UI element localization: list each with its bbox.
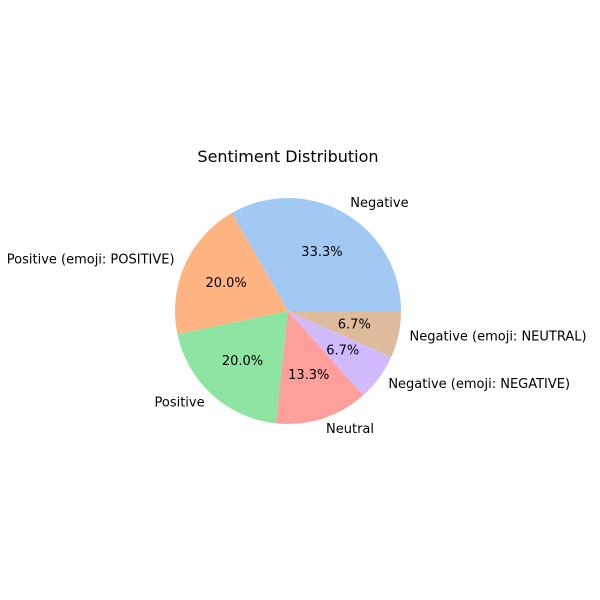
pie-slice-negative-emoji-neutral xyxy=(288,311,401,358)
slice-percent-negative: 33.3% xyxy=(301,245,342,260)
pie-slice-neutral xyxy=(275,311,364,424)
slice-percent-positive: 20.0% xyxy=(222,354,263,369)
pie-labels: Negative 33.3% Positive (emoji: POSITIVE) 2… xyxy=(7,196,587,437)
pie-slice-positive-emoji-positive xyxy=(175,213,288,335)
slice-label-negative-emoji-negative: Negative (emoji: NEGATIVE) xyxy=(388,377,570,392)
pie-slices xyxy=(175,198,401,424)
pie-slice-negative xyxy=(231,198,401,311)
slice-label-positive: Positive xyxy=(155,396,205,411)
slice-percent-neutral: 13.3% xyxy=(288,368,329,383)
chart-title: Sentiment Distribution xyxy=(197,147,378,166)
slice-percent-negative-emoji-negative: 6.7% xyxy=(326,344,359,359)
slice-percent-negative-emoji-neutral: 6.7% xyxy=(338,318,371,333)
slice-label-neutral: Neutral xyxy=(326,422,374,437)
slice-percent-positive-emoji-positive: 20.0% xyxy=(205,276,246,291)
pie-slice-negative-emoji-negative xyxy=(288,311,392,396)
slice-label-negative: Negative xyxy=(350,196,408,211)
pie-slice-positive xyxy=(177,311,288,424)
slice-label-negative-emoji-neutral: Negative (emoji: NEUTRAL) xyxy=(410,329,587,344)
slice-label-positive-emoji-positive: Positive (emoji: POSITIVE) xyxy=(7,253,175,268)
